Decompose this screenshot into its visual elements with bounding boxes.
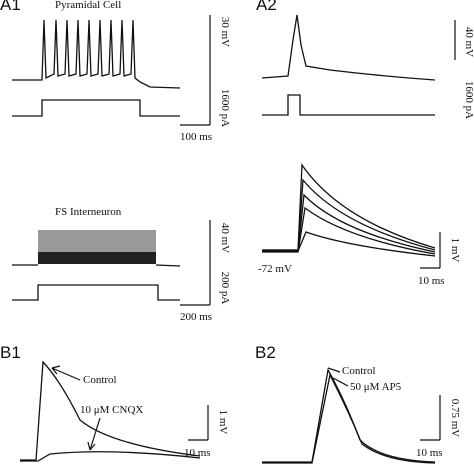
scale-bar	[420, 395, 441, 441]
trace	[262, 193, 436, 253]
trace	[262, 231, 436, 257]
trace	[261, 14, 436, 81]
trace-title: FS Interneuron	[55, 206, 122, 218]
trace-label: Control	[342, 365, 376, 377]
scale-label: 1 mV	[217, 410, 229, 435]
arrow	[327, 367, 341, 373]
trace	[20, 360, 201, 461]
scale-label: 100 ms	[180, 131, 212, 143]
scale-bar	[180, 220, 211, 306]
trace	[262, 373, 436, 464]
trace-label: Control	[83, 374, 117, 386]
scale-label: 200 ms	[180, 311, 212, 323]
scale-label: 1600 pA	[463, 81, 474, 119]
holding-label: -72 mV	[258, 263, 292, 275]
current-step	[12, 284, 180, 301]
panel-label: A1	[0, 0, 21, 14]
scale-label: 30 mV	[219, 17, 231, 47]
trace-title: Pyramidal Cell	[55, 0, 121, 11]
scale-label: 40 mV	[219, 223, 231, 253]
scale-label: 1600 pA	[219, 89, 231, 127]
scale-label: 1 mV	[449, 238, 461, 263]
scale-label: 40 mV	[463, 27, 474, 57]
scale-label: 10 ms	[418, 275, 445, 287]
scale-label: 0.75 mV	[449, 399, 461, 438]
arrow	[87, 417, 101, 451]
trace	[38, 252, 156, 264]
trace	[12, 19, 181, 89]
panel-label: B1	[0, 343, 21, 362]
scale-bar	[420, 232, 441, 269]
trace	[262, 163, 436, 251]
trace	[20, 451, 201, 462]
trace	[12, 264, 181, 267]
current-step	[12, 99, 180, 117]
scale-label: 10 ms	[416, 447, 443, 459]
panel-label: A2	[256, 0, 277, 14]
scale-label: 10 ms	[184, 447, 211, 459]
trace	[262, 368, 436, 463]
arrow	[51, 365, 81, 381]
scale-bar	[188, 405, 209, 441]
trace	[262, 178, 436, 252]
trace-label: 10 μM CNQX	[80, 404, 143, 416]
trace	[262, 206, 436, 255]
panel-label: B2	[255, 343, 276, 362]
arrow	[332, 377, 349, 387]
scale-label: 200 pA	[219, 272, 231, 305]
trace-label: 50 μM AP5	[350, 381, 402, 393]
current-step	[262, 94, 435, 116]
scale-bar	[180, 15, 211, 126]
